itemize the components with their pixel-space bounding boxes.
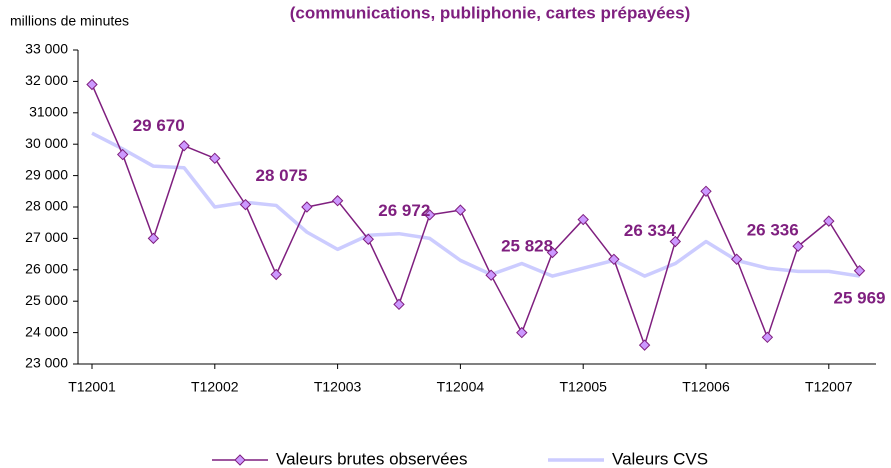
marker [147,232,160,245]
y-tick-label: 33 000 [25,41,68,57]
data-label: 26 972 [378,201,430,220]
y-tick-label: 25 000 [25,292,68,308]
marker [700,185,712,198]
marker [331,195,344,207]
y-axis-label: millions de minutes [10,13,129,29]
marker [730,253,743,265]
marker [178,140,190,152]
line-0 [91,84,861,346]
x-tick-label: T12002 [191,379,239,395]
marker [577,213,589,226]
marker [393,298,405,311]
data-label: 29 670 [133,116,185,135]
marker [792,240,804,252]
y-tick-label: 23 000 [25,355,68,371]
y-tick-label: 32 000 [25,72,68,88]
marker [516,326,528,339]
y-tick-label: 30 000 [25,135,68,151]
data-label: 26 334 [624,221,677,240]
marker [546,246,559,259]
marker [362,233,375,245]
y-tick-label: 28 000 [25,198,68,214]
chart-title: (communications, publiphonie, cartes pré… [290,3,691,22]
x-tick-label: T12001 [68,379,116,395]
marker [301,201,313,213]
data-label: 25 828 [501,237,553,256]
marker [86,78,98,91]
marker [485,269,497,281]
marker [638,339,651,351]
x-tick-label: T12003 [314,379,362,395]
marker [669,235,682,248]
y-tick-label: 24 000 [25,323,68,339]
y-tick-label: 27 000 [25,229,68,245]
data-label: 25 969 [834,288,886,307]
x-tick-label: T12005 [559,379,607,395]
marker [608,253,620,266]
y-tick-label: 29 000 [25,166,68,182]
marker [823,215,835,227]
marker [853,265,866,277]
marker [761,331,774,344]
marker [116,148,129,161]
y-tick-label: 31000 [29,104,68,120]
data-label: 26 336 [747,221,799,240]
marker [239,198,252,211]
legend-label: Valeurs brutes observées [276,449,468,468]
legend-label: Valeurs CVS [612,449,708,468]
marker [209,152,221,165]
x-tick-label: T12007 [805,379,853,395]
line-1 [91,131,860,278]
y-tick-label: 26 000 [25,261,68,277]
legend-marker [234,454,246,466]
data-label: 28 075 [256,166,308,185]
x-tick-label: T12004 [437,379,485,395]
marker [454,204,467,216]
marker [270,268,282,281]
marker [423,209,436,221]
x-tick-label: T12006 [682,379,730,395]
